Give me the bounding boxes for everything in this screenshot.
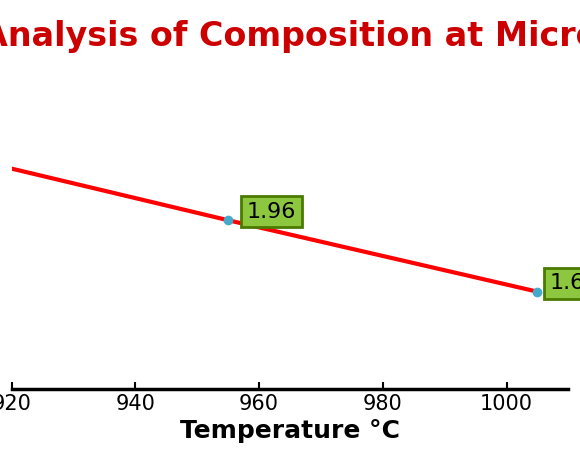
Text: 1.96: 1.96 [246,201,296,222]
X-axis label: Temperature °C: Temperature °C [180,419,400,443]
Title: Analysis of Composition at Micro: Analysis of Composition at Micro [0,20,580,53]
Text: 1.6: 1.6 [550,273,580,293]
